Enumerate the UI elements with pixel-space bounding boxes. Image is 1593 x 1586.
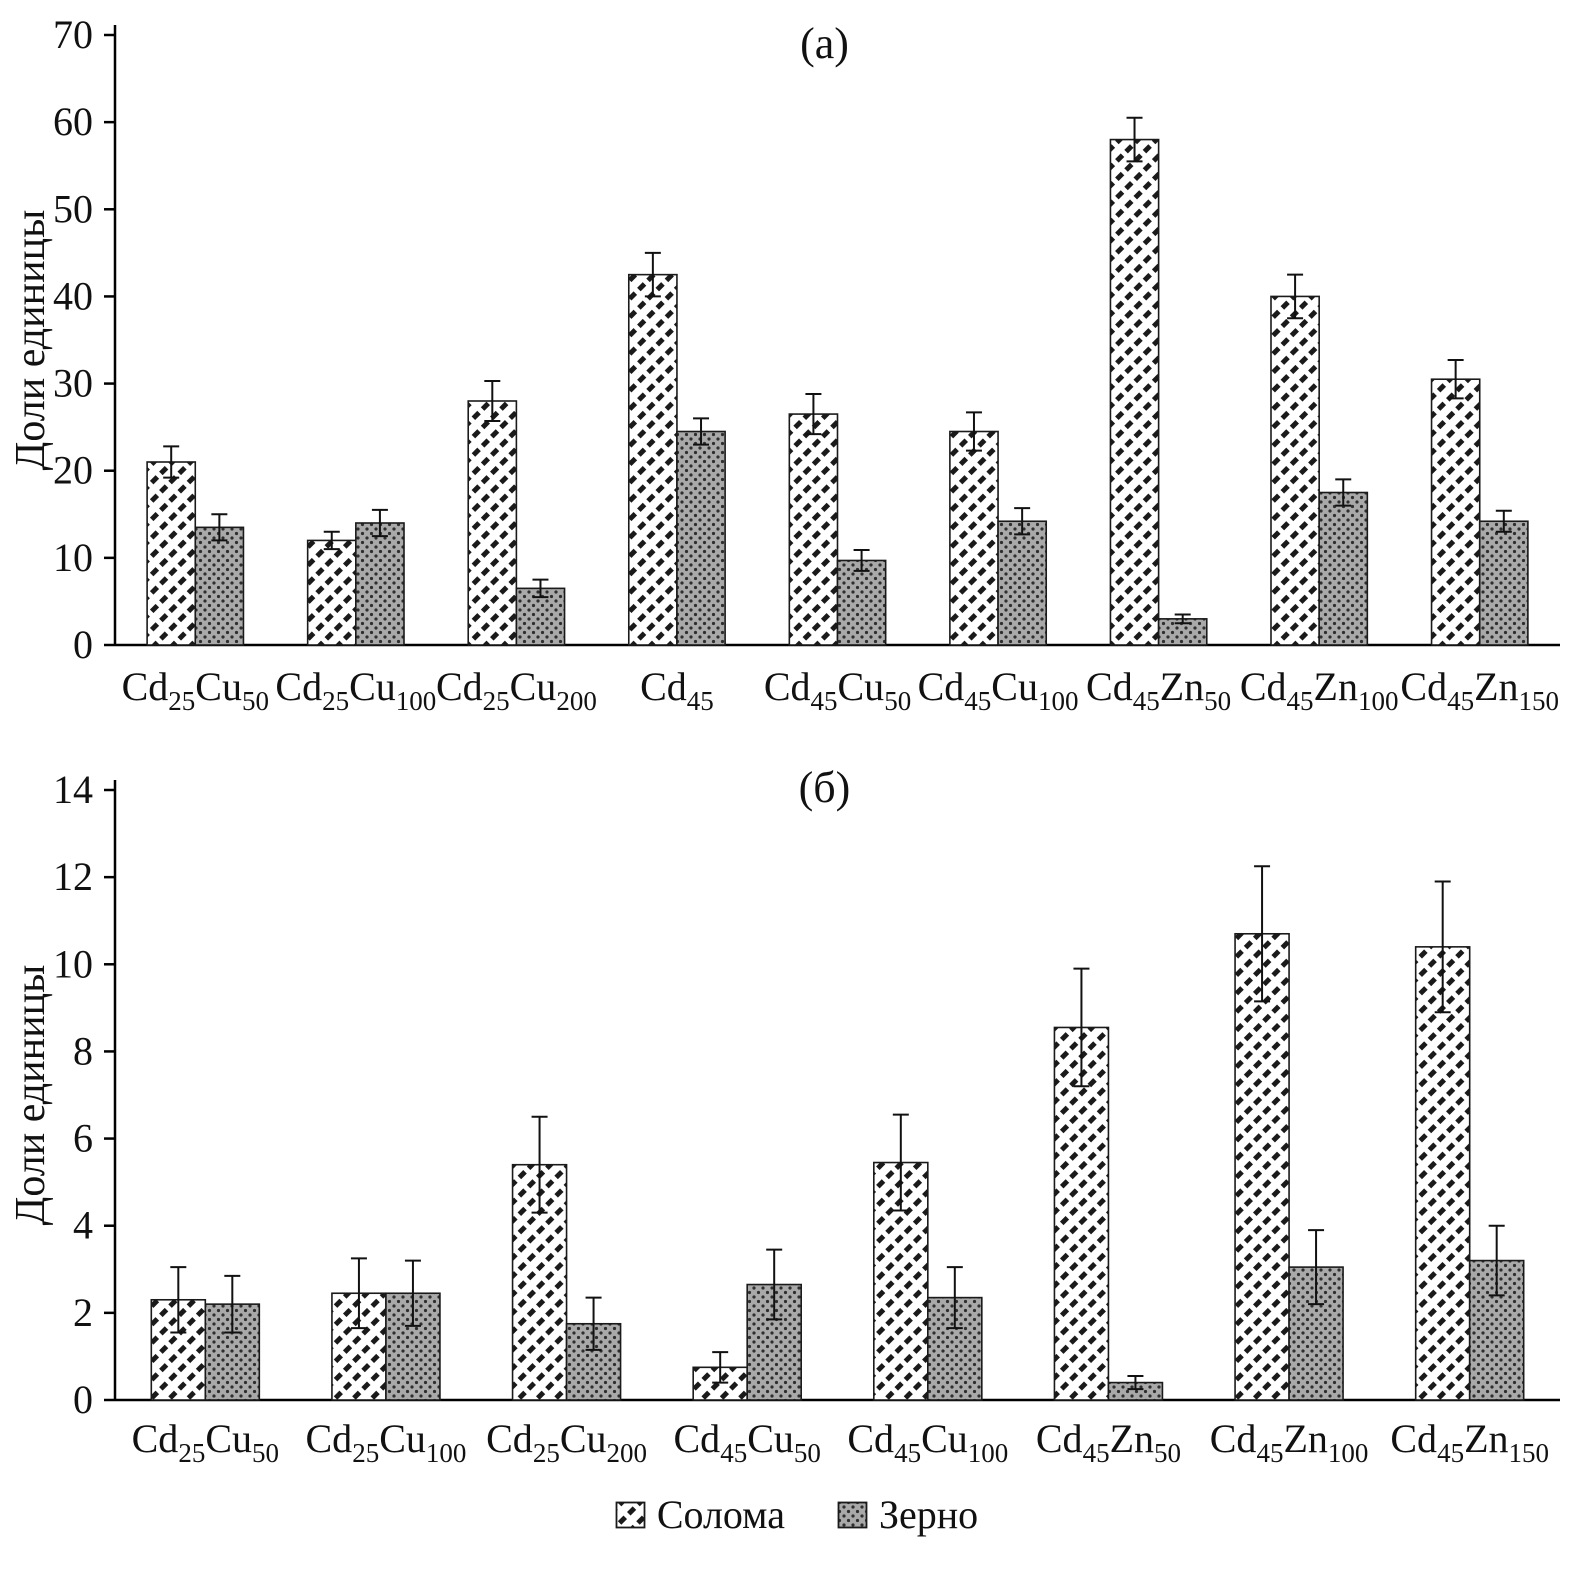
x-tick-label: Cd45Zn150 xyxy=(1390,1416,1549,1465)
y-tick-label: 20 xyxy=(53,448,93,493)
bar-group xyxy=(306,508,405,646)
x-tick-label: Cd45Cu50 xyxy=(764,664,911,716)
bar-zerno xyxy=(194,526,245,646)
bar-soloma xyxy=(627,273,678,646)
bar-zerno xyxy=(997,520,1048,646)
chart-title: (б) xyxy=(799,763,851,812)
legend-item-soloma: Солома xyxy=(615,1491,785,1538)
y-tick-label: 30 xyxy=(53,361,93,406)
x-tick-label: Cd25Cu200 xyxy=(436,664,597,716)
y-axis-label: Доли единицы xyxy=(8,210,54,471)
bar-soloma xyxy=(146,461,197,646)
x-tick-label: Cd25Cu200 xyxy=(486,1416,647,1465)
bar-soloma xyxy=(1234,932,1290,1401)
x-tick-label: Cd45 xyxy=(640,664,714,716)
bar-group xyxy=(331,1257,441,1401)
bar-zerno xyxy=(836,559,887,646)
bar-group xyxy=(150,1266,261,1401)
bar-group xyxy=(1414,880,1525,1401)
bar-group xyxy=(627,251,726,646)
x-tick-label: Cd45Zn50 xyxy=(1086,664,1231,716)
bar-soloma xyxy=(1270,295,1320,646)
y-axis-label: Доли единицы xyxy=(8,965,54,1226)
bar-group xyxy=(1053,967,1164,1401)
y-tick-label: 50 xyxy=(53,186,93,231)
bar-zerno xyxy=(355,522,405,646)
x-tick-label: Cd25Cu100 xyxy=(275,664,436,716)
bar-group xyxy=(873,1113,983,1401)
y-tick-label: 40 xyxy=(53,273,93,318)
x-tick-label: Cd45Cu50 xyxy=(674,1416,821,1465)
bar-zerno xyxy=(676,430,726,646)
bar-group xyxy=(511,1115,622,1401)
y-tick-label: 10 xyxy=(53,941,93,986)
bar-soloma xyxy=(1414,946,1471,1401)
bar-group xyxy=(1109,116,1208,646)
y-tick-label: 8 xyxy=(73,1028,93,1073)
bar-soloma xyxy=(949,430,999,646)
x-tick-label: Cd45Zn100 xyxy=(1210,1416,1369,1465)
soloma-swatch-icon xyxy=(615,1501,646,1528)
bar-group xyxy=(788,393,887,646)
x-tick-label: Cd25Cu50 xyxy=(132,1416,279,1465)
legend-item-zerno: Зерно xyxy=(837,1491,978,1538)
bar-zerno xyxy=(1318,491,1369,646)
bar-group xyxy=(949,411,1048,646)
x-tick-label: Cd45Zn50 xyxy=(1036,1416,1181,1465)
y-tick-label: 10 xyxy=(53,535,93,580)
bar-group xyxy=(692,1248,802,1401)
chart-legend: Солома Зерно xyxy=(0,1491,1593,1538)
y-tick-label: 4 xyxy=(73,1203,93,1248)
bar-group xyxy=(467,379,566,646)
bar-soloma xyxy=(1109,138,1160,646)
y-tick-label: 2 xyxy=(73,1290,93,1335)
bar-soloma xyxy=(788,413,839,646)
x-tick-label: Cd45Zn100 xyxy=(1240,664,1399,716)
x-tick-label: Cd25Cu50 xyxy=(122,664,269,716)
x-tick-label: Cd25Cu100 xyxy=(306,1416,467,1465)
y-tick-label: 6 xyxy=(73,1116,93,1161)
y-tick-label: 0 xyxy=(73,622,93,667)
bar-zerno xyxy=(1478,520,1529,646)
bar-group xyxy=(146,445,245,646)
chart-b: 0 2 4 6 8 10 12 14 (б) Доли единицы Cd25Cu50 Cd25Cu… xyxy=(8,763,1560,1465)
bar-group xyxy=(1234,865,1344,1401)
figure: 0 10 20 30 40 50 60 70 (а) Доли единицы Cd25Cu50 Cd… xyxy=(0,12,1593,1538)
y-tick-label: 70 xyxy=(53,12,93,57)
y-tick-label: 0 xyxy=(73,1377,93,1422)
x-tick-label: Cd45Zn150 xyxy=(1400,664,1559,716)
bar-group xyxy=(1270,273,1369,646)
bar-soloma xyxy=(467,400,518,646)
legend-label-zerno: Зерно xyxy=(878,1492,979,1537)
y-tick-label: 12 xyxy=(53,854,93,899)
y-tick-label: 14 xyxy=(53,767,93,812)
x-tick-label: Cd45Cu100 xyxy=(847,1416,1008,1465)
zerno-swatch-icon xyxy=(837,1501,868,1528)
bar-group xyxy=(1430,359,1529,646)
chart-title: (а) xyxy=(800,19,849,68)
bar-soloma xyxy=(1430,378,1481,646)
x-tick-label: Cd45Cu100 xyxy=(918,664,1079,716)
y-tick-label: 60 xyxy=(53,99,93,144)
legend-label-soloma: Солома xyxy=(656,1492,785,1537)
bar-soloma xyxy=(306,539,357,646)
